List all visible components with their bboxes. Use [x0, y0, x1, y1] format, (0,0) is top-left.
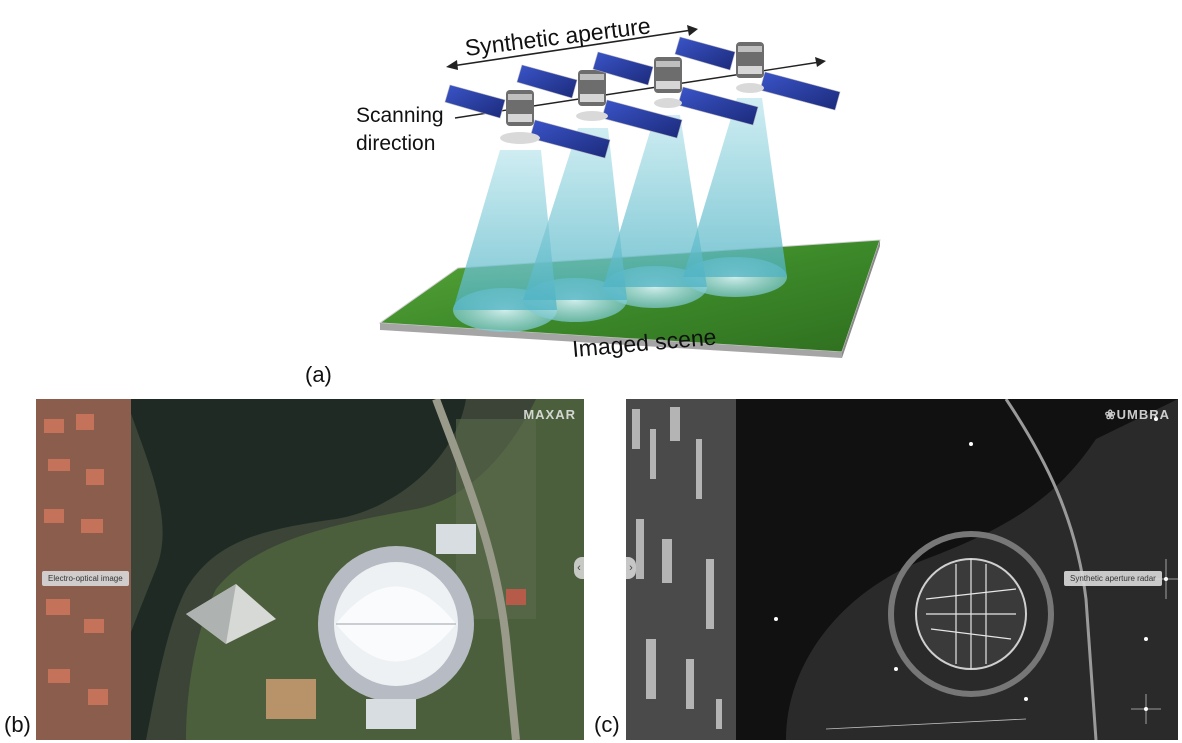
maxar-logo: MAXAR [523, 407, 576, 422]
synthetic-aperture-label: Synthetic aperture [463, 12, 651, 61]
panel-a-letter: (a) [305, 362, 332, 387]
umbra-logo: ❀UMBRA [1104, 407, 1170, 422]
scanning-direction-label-line1: Scanning [356, 104, 444, 127]
radar-beam [523, 128, 627, 300]
chevron-left-icon[interactable]: ‹ [574, 557, 584, 579]
synthetic-aperture-radar-image: Synthetic aperture radar ❀UMBRA › [626, 399, 1178, 740]
satellite [592, 51, 759, 126]
radar-beam [683, 98, 787, 277]
chevron-right-icon[interactable]: › [626, 557, 636, 579]
synthetic-aperture-radar-tag: Synthetic aperture radar [1064, 571, 1162, 586]
radar-beam [603, 115, 707, 287]
panel-b-letter: (b) [4, 712, 31, 737]
scanning-direction-label-line2: direction [356, 132, 435, 155]
electro-optical-tag: Electro-optical image [42, 571, 129, 586]
radar-beam [453, 150, 557, 310]
panel-c-letter: (c) [594, 712, 620, 737]
electro-optical-image: Electro-optical image MAXAR ‹ [36, 399, 584, 740]
satellite [516, 64, 683, 139]
satellite [444, 84, 611, 159]
satellite [674, 36, 841, 111]
synthetic-aperture-arrow [451, 29, 693, 67]
sar-diagram: Synthetic aperture Scanning direction Im… [305, 12, 881, 387]
